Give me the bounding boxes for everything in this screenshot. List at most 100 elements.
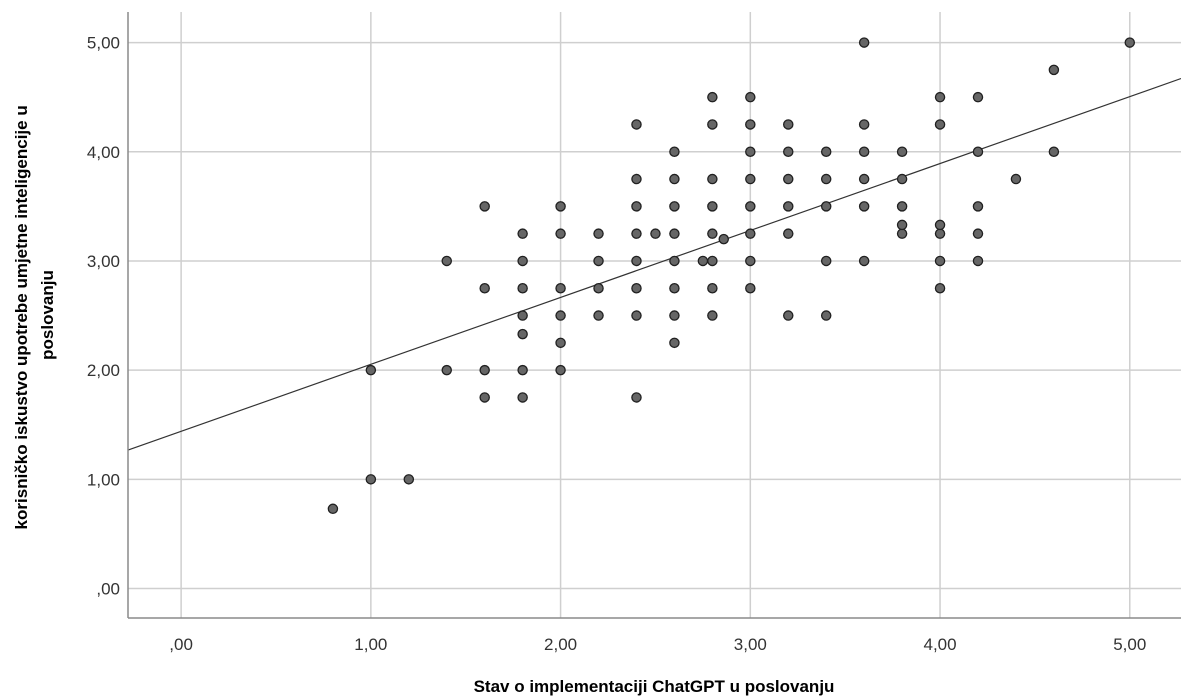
plot-frame	[127, 12, 1181, 619]
y-tick-label: 5,00	[87, 34, 120, 53]
data-point	[517, 392, 528, 403]
data-point	[858, 37, 870, 48]
data-point	[403, 474, 415, 485]
data-point	[593, 255, 604, 267]
data-point	[896, 219, 908, 231]
data-point	[1010, 173, 1022, 185]
data-point	[707, 310, 718, 321]
data-point	[479, 392, 490, 403]
data-point	[479, 364, 490, 376]
data-point	[555, 364, 566, 376]
data-point	[820, 146, 832, 158]
y-tick-label: 4,00	[87, 143, 120, 162]
data-point	[631, 282, 642, 294]
x-tick-label: 4,00	[923, 635, 956, 654]
data-point	[593, 282, 604, 294]
data-point	[631, 310, 642, 321]
data-point	[896, 146, 908, 158]
data-point	[707, 201, 718, 212]
data-point	[697, 255, 709, 267]
data-point	[896, 201, 908, 212]
data-point	[745, 255, 756, 267]
data-point	[631, 255, 642, 267]
x-axis-title: Stav o implementaciji ChatGPT u poslovan…	[474, 677, 835, 696]
data-point	[934, 91, 946, 103]
x-tick-label: 1,00	[354, 635, 387, 654]
fit-line-layer	[127, 77, 1181, 451]
data-point	[669, 146, 680, 158]
data-point	[972, 228, 984, 239]
data-point	[972, 255, 984, 267]
data-point	[707, 228, 718, 239]
data-point	[783, 119, 794, 130]
data-point	[745, 119, 756, 130]
y-tick-label: 2,00	[87, 361, 120, 380]
data-point	[783, 310, 794, 321]
data-point	[555, 337, 566, 349]
data-point	[745, 91, 756, 103]
data-point	[934, 282, 946, 294]
x-tick-label: 5,00	[1113, 635, 1146, 654]
data-point	[631, 201, 642, 212]
data-point	[745, 173, 756, 185]
data-point	[972, 146, 984, 158]
data-point	[555, 201, 566, 212]
data-point	[820, 255, 832, 267]
data-point	[783, 173, 794, 185]
data-point	[858, 255, 870, 267]
data-point	[972, 91, 984, 103]
data-point	[517, 255, 528, 267]
data-point	[707, 282, 718, 294]
x-tick-label: ,00	[169, 635, 193, 654]
data-point	[783, 228, 794, 239]
data-point	[896, 228, 908, 239]
data-point	[972, 201, 984, 212]
data-point	[934, 255, 946, 267]
data-point	[479, 201, 490, 212]
data-point	[820, 310, 832, 321]
data-point	[555, 282, 566, 294]
data-point	[669, 310, 680, 321]
data-point	[820, 173, 832, 185]
data-point	[631, 173, 642, 185]
y-axis-title-line-2: poslovanju	[38, 270, 57, 360]
data-point	[365, 474, 377, 485]
data-point	[327, 503, 339, 515]
data-point	[707, 91, 718, 103]
data-point	[441, 255, 452, 267]
x-tick-label: 2,00	[544, 635, 577, 654]
data-point	[718, 233, 730, 245]
data-point	[631, 228, 642, 239]
data-point	[745, 282, 756, 294]
data-point	[1048, 64, 1060, 76]
data-point	[1048, 146, 1060, 158]
data-point	[555, 310, 566, 321]
data-point	[707, 173, 718, 185]
data-point	[517, 228, 528, 239]
data-point	[934, 119, 946, 130]
data-point	[631, 392, 642, 403]
data-point	[669, 228, 680, 239]
data-point	[365, 364, 377, 376]
x-tick-labels: ,00 1,00 2,00 3,00 4,00 5,00	[169, 635, 1146, 654]
data-point	[669, 173, 680, 185]
fit-line	[127, 77, 1181, 451]
data-point	[820, 201, 832, 212]
data-point	[707, 119, 718, 130]
y-tick-labels: ,00 1,00 2,00 3,00 4,00 5,00	[87, 34, 120, 599]
data-point	[517, 282, 528, 294]
data-point	[441, 364, 452, 376]
data-point	[1124, 37, 1136, 48]
data-point	[555, 228, 566, 239]
data-point	[517, 328, 528, 340]
data-point	[858, 146, 870, 158]
y-tick-label: ,00	[96, 580, 120, 599]
data-points	[327, 37, 1136, 515]
data-point	[669, 201, 680, 212]
data-point	[517, 364, 528, 376]
data-point	[669, 337, 680, 349]
data-point	[631, 119, 642, 130]
data-point	[669, 255, 680, 267]
data-point	[650, 228, 661, 239]
